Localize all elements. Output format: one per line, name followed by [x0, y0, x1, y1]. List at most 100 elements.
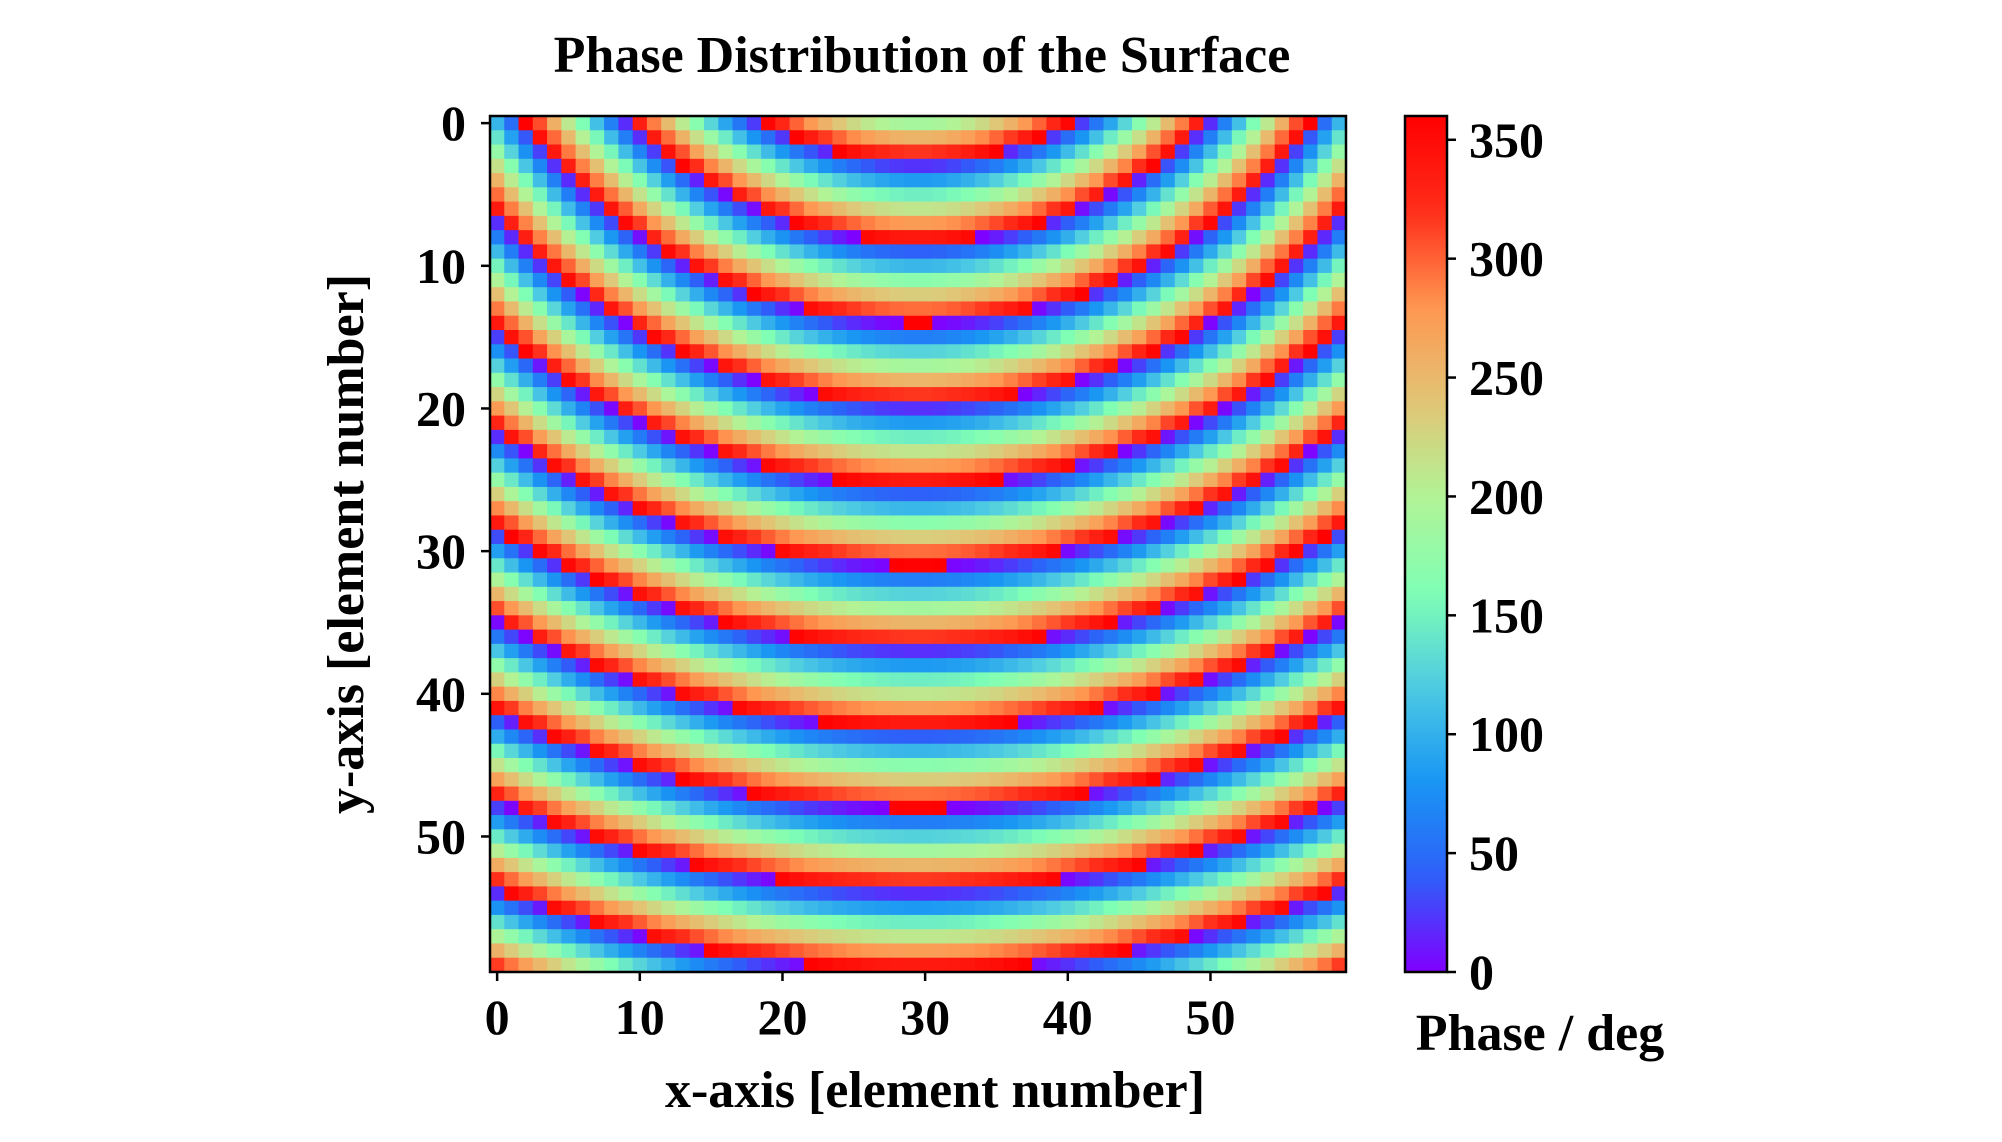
heatmap-cell [604, 786, 619, 802]
heatmap-cell [1274, 201, 1290, 217]
heatmap-cell [889, 672, 905, 688]
heatmap-cell [1231, 173, 1247, 188]
heatmap-cell [689, 258, 705, 274]
heatmap-cell [689, 672, 705, 688]
heatmap-cell [1089, 957, 1105, 973]
heatmap-cell [675, 387, 691, 402]
heatmap-cell [1017, 615, 1033, 631]
heatmap-cell [1174, 301, 1190, 317]
heatmap-cell [1274, 529, 1290, 545]
heatmap-cell [575, 572, 591, 588]
heatmap-cell [675, 843, 691, 859]
heatmap-cell [918, 686, 933, 702]
heatmap-cell [1317, 586, 1333, 602]
heatmap-cell [632, 515, 648, 531]
heatmap-cell [604, 914, 619, 930]
heatmap-cell [589, 843, 605, 859]
heatmap-cell [675, 130, 691, 146]
heatmap-cell [1303, 601, 1319, 616]
heatmap-cell [575, 330, 591, 345]
heatmap-cell [1274, 415, 1290, 431]
heatmap-cell [860, 230, 876, 245]
heatmap-cell [960, 658, 976, 673]
heatmap-cell [490, 629, 505, 645]
heatmap-cell [761, 658, 776, 673]
heatmap-cell [618, 215, 634, 231]
heatmap-cell [575, 230, 591, 245]
heatmap-cell [903, 615, 919, 631]
heatmap-cell [1274, 843, 1290, 859]
heatmap-cell [689, 472, 705, 488]
heatmap-cell [1074, 130, 1090, 146]
heatmap-cell [618, 387, 634, 402]
heatmap-cell [761, 144, 776, 160]
heatmap-cell [860, 315, 876, 331]
heatmap-cell [918, 943, 933, 959]
colorbar-tick-label: 100 [1469, 706, 1544, 762]
heatmap-cell [1203, 729, 1219, 745]
heatmap-cell [1146, 957, 1162, 973]
heatmap-cell [561, 387, 577, 402]
heatmap-cell [1103, 287, 1119, 303]
heatmap-cell [1317, 729, 1333, 745]
heatmap-cell [818, 387, 833, 402]
heatmap-cell [575, 201, 591, 217]
heatmap-cell [532, 786, 548, 802]
heatmap-cell [604, 544, 619, 559]
heatmap-cell [1246, 815, 1261, 830]
heatmap-cell [860, 715, 876, 731]
heatmap-cell [1089, 658, 1105, 673]
heatmap-cell [1017, 158, 1033, 174]
heatmap-cell [1217, 743, 1233, 759]
heatmap-cell [1132, 244, 1147, 260]
heatmap-cell [675, 258, 691, 274]
heatmap-cell [975, 843, 990, 859]
heatmap-cell [1288, 358, 1304, 374]
heatmap-cell [1103, 258, 1119, 274]
heatmap-cell [975, 743, 990, 759]
heatmap-cell [875, 201, 891, 217]
heatmap-cell [775, 643, 791, 659]
heatmap-cell [1203, 344, 1219, 360]
heatmap-cell [1003, 729, 1019, 745]
heatmap-cell [504, 800, 520, 816]
heatmap-cell [1074, 857, 1090, 873]
heatmap-cell [1132, 601, 1147, 616]
heatmap-cell [775, 872, 791, 887]
heatmap-cell [960, 501, 976, 517]
heatmap-cell [1231, 843, 1247, 859]
heatmap-cell [575, 686, 591, 702]
heatmap-cell [1189, 544, 1204, 559]
heatmap-cell [1103, 943, 1119, 959]
heatmap-cell [1331, 857, 1347, 873]
heatmap-cell [704, 130, 719, 146]
heatmap-cell [1189, 586, 1204, 602]
heatmap-cell [661, 943, 677, 959]
heatmap-cell [718, 843, 734, 859]
heatmap-cell [1017, 472, 1033, 488]
heatmap-cell [1246, 900, 1261, 916]
heatmap-cell [1317, 258, 1333, 274]
heatmap-cell [1246, 429, 1261, 445]
heatmap-cell [1217, 158, 1233, 174]
heatmap-cell [818, 572, 833, 588]
heatmap-cell [689, 929, 705, 945]
heatmap-cell [761, 758, 776, 773]
heatmap-cell [1160, 672, 1176, 688]
heatmap-cell [504, 230, 520, 245]
heatmap-cell [646, 215, 662, 231]
heatmap-cell [1189, 144, 1204, 160]
heatmap-cell [661, 372, 677, 388]
heatmap-cell [1189, 729, 1204, 745]
heatmap-cell [761, 800, 776, 816]
heatmap-cell [604, 173, 619, 188]
heatmap-cell [504, 586, 520, 602]
heatmap-cell [504, 601, 520, 616]
heatmap-cell [946, 130, 962, 146]
heatmap-cell [1046, 444, 1062, 459]
heatmap-cell [1331, 515, 1347, 531]
heatmap-cell [518, 815, 534, 830]
heatmap-cell [575, 486, 591, 502]
heatmap-cell [689, 486, 705, 502]
heatmap-cell [646, 387, 662, 402]
